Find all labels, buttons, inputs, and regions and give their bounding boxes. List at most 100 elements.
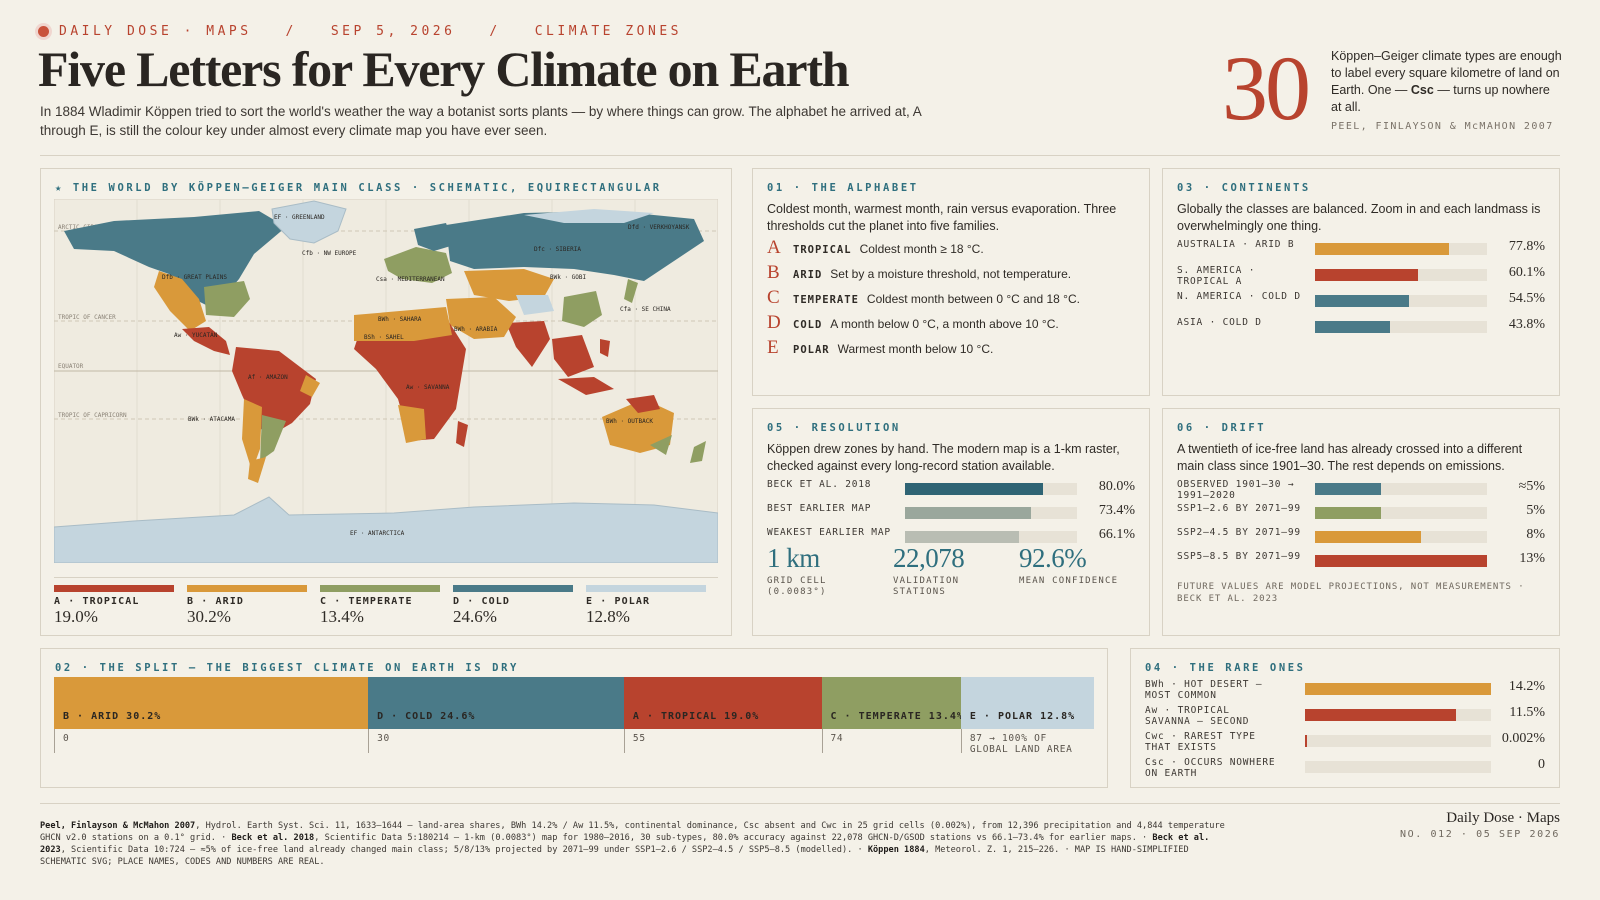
place-amazon: Af · AMAZON	[248, 374, 288, 381]
bar-fill	[1315, 483, 1382, 495]
legend-percent: 24.6%	[453, 607, 497, 626]
place-sechina: Cfa · SE CHINA	[620, 306, 671, 313]
bar-track	[1315, 321, 1487, 333]
source-name: Beck et al. 2023	[40, 833, 1210, 855]
alphabet-item: A TROPICAL Coldest month ≥ 18 °C.	[767, 237, 984, 259]
drift-panel: 06 · DRIFT A twentieth of ice-free land …	[1162, 408, 1560, 636]
bar-label: Cwc · RAREST TYPE THAT EXISTS	[1145, 731, 1256, 753]
greenland-polar	[271, 200, 347, 244]
drift-note: FUTURE VALUES ARE MODEL PROJECTIONS, NOT…	[1177, 582, 1525, 604]
bar-label: Aw · TROPICAL SAVANNA — SECOND	[1145, 705, 1250, 727]
central-america	[182, 327, 230, 355]
split-tick: 30	[368, 729, 389, 753]
source-text: , Hydrol. Earth Syst. Sci. 11, 1633–1644…	[40, 821, 1225, 843]
big-number-source: PEEL, FINLAYSON & McMAHON 2007	[1331, 121, 1554, 132]
split-segment-label: B · ARID 30.2%	[63, 711, 162, 722]
resolution-intro: Köppen drew zones by hand. The modern ma…	[767, 442, 1120, 473]
bar-value: 8%	[1526, 527, 1545, 542]
bar-label: BEST EARLIER MAP	[767, 503, 872, 514]
lede: In 1884 Wladimir Köppen tried to sort th…	[40, 104, 922, 138]
resolution-label: 05 · RESOLUTION	[767, 422, 901, 434]
source-name: Beck et al. 2018	[231, 833, 315, 843]
alphabet-intro: Coldest month, warmest month, rain versu…	[767, 202, 1117, 233]
indonesia-tropical	[558, 377, 614, 395]
equator-label: EQUATOR	[58, 363, 84, 370]
bar-track	[1315, 483, 1487, 495]
alphabet-letter: E	[767, 337, 779, 358]
bar-track	[1315, 531, 1487, 543]
map-panel: ★ THE WORLD BY KÖPPEN–GEIGER MAIN CLASS …	[40, 168, 732, 636]
bar-value: 60.1%	[1508, 265, 1545, 280]
source-text: , Scientific Data 5:180214 — 1-km (0.008…	[314, 833, 1153, 843]
patagonia	[248, 457, 266, 483]
legend-item: B · ARID 30.2%	[187, 585, 307, 627]
legend-percent: 12.8%	[586, 607, 630, 626]
legend-swatch	[586, 585, 706, 592]
drift-label: 06 · DRIFT	[1177, 422, 1267, 434]
bar-track	[1315, 555, 1487, 567]
split-tick-label: 30	[377, 733, 390, 744]
europe-temperate	[384, 247, 452, 283]
japan	[624, 279, 638, 303]
alphabet-desc: Coldest month between 0 °C and 18 °C.	[866, 292, 1080, 306]
alphabet-desc: Coldest month ≥ 18 °C.	[859, 242, 984, 256]
madagascar	[456, 421, 468, 447]
alphabet-label: 01 · THE ALPHABET	[767, 182, 919, 194]
bar-label: BWh · HOT DESERT — MOST COMMON	[1145, 679, 1263, 701]
bar-label: SSP1–2.6 BY 2071–99	[1177, 503, 1301, 514]
alphabet-item: D COLD A month below 0 °C, a month above 1…	[767, 312, 1059, 334]
kicker-text: DAILY DOSE · MAPS / SEP 5, 2026 / CLIMAT…	[59, 24, 682, 39]
rare-panel: 04 · THE RARE ONES BWh · HOT DESERT — MO…	[1130, 648, 1560, 788]
big-number: 30	[1222, 37, 1311, 139]
big-number-caption: Köppen–Geiger climate types are enough t…	[1331, 48, 1563, 116]
bar-value: 13%	[1519, 551, 1545, 566]
bar-track	[1315, 507, 1487, 519]
split-tick-label: 87 → 100% OF GLOBAL LAND AREA	[969, 733, 1073, 755]
alphabet-name: COLD	[793, 319, 823, 331]
south-america-temperate	[260, 415, 286, 461]
legend-item: D · COLD 24.6%	[453, 585, 573, 627]
scandinavia-cold	[414, 223, 454, 251]
split-tick: 74	[821, 729, 843, 753]
se-asia-tropical	[552, 335, 594, 377]
stat: 22,078 VALIDATION STATIONS	[893, 543, 1003, 598]
bar-fill	[1315, 531, 1421, 543]
bar-value: 73.4%	[1098, 503, 1135, 518]
legend-item: E · POLAR 12.8%	[586, 585, 706, 627]
resolution-panel: 05 · RESOLUTION Köppen drew zones by han…	[752, 408, 1150, 636]
place-verkhoyansk: Dfd · VERKHOYANSK	[628, 224, 690, 231]
bar-track	[1305, 709, 1491, 721]
bar-row: BECK ET AL. 2018 80.0%	[767, 479, 1135, 499]
bar-value: 77.8%	[1508, 239, 1545, 254]
split-tick-label: 74	[830, 733, 844, 744]
sahara-arid	[354, 307, 452, 341]
australia-tropical	[626, 395, 660, 413]
continents-panel: 03 · CONTINENTS Globally the classes are…	[1162, 168, 1560, 396]
legend-swatch	[320, 585, 440, 592]
place-outback: BWh · OUTBACK	[606, 418, 653, 425]
legend-swatch	[453, 585, 573, 592]
stat-label: GRID CELL (0.0083°)	[767, 576, 827, 597]
bar-value: 43.8%	[1508, 317, 1545, 332]
bar-label: WEAKEST EARLIER MAP	[767, 527, 891, 538]
north-america-temperate	[204, 281, 250, 317]
bar-row: SSP5–8.5 BY 2071–99 13%	[1177, 551, 1545, 571]
drift-intro: A twentieth of ice-free land has already…	[1177, 442, 1523, 473]
bar-row: OBSERVED 1901–30 → 1991–2020 ≈5%	[1177, 479, 1545, 501]
split-bar: B · ARID 30.2% D · COLD 24.6% A · TROPICAL…	[54, 649, 1094, 759]
bar-label: BECK ET AL. 2018	[767, 479, 872, 490]
alphabet-name: POLAR	[793, 344, 830, 356]
split-tick: 0	[54, 729, 69, 753]
page-title: Five Letters for Every Climate on Earth	[38, 41, 850, 97]
north-america-arid	[154, 271, 206, 331]
bar-label: AUSTRALIA · ARID B	[1177, 239, 1295, 250]
africa-tropical	[354, 311, 466, 441]
world-map: ARCTIC CIRCLE TROPIC OF CANCER EQUATOR T…	[54, 199, 718, 563]
place-gobi: BWk · GOBI	[550, 274, 587, 281]
alphabet-item: C TEMPERATE Coldest month between 0 °C and…	[767, 287, 1080, 309]
legend-swatch	[54, 585, 174, 592]
alphabet-desc: Set by a moisture threshold, not tempera…	[830, 267, 1072, 281]
rare-label: 04 · THE RARE ONES	[1145, 662, 1306, 674]
caption-bold: Csc	[1410, 83, 1434, 97]
source-name: Köppen 1884	[867, 845, 925, 855]
